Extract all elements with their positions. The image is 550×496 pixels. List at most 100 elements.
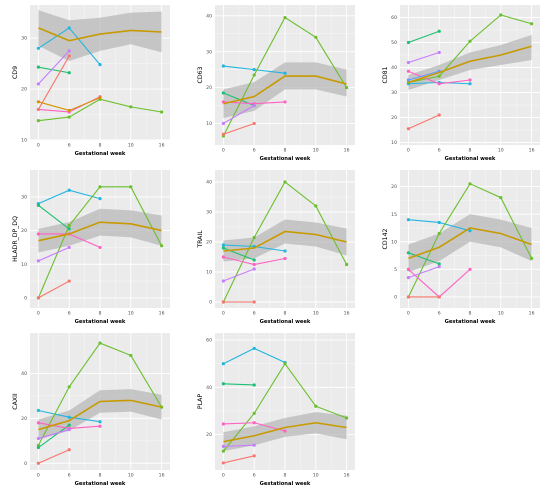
series-line [408,266,440,279]
y-axis-label: CD63 [197,66,204,83]
data-point [252,300,256,304]
x-tick-label: 10 [128,143,134,149]
y-tick-label: 60 [206,338,212,344]
trend-line [223,75,347,105]
y-tick-label: 10 [391,140,397,146]
chart-panel-trail: 0 10 20 30 40 0 6 8 10 16 TRAIL Gestational week [197,170,355,325]
data-point [221,300,225,304]
data-point [252,68,256,72]
data-point [530,22,534,26]
chart-panel-hladr-dp-dq: 0 10 20 30 0 6 8 10 16 HLADR_DP_DQ Gestational wee… [12,170,170,325]
y-axis-label: CD9 [12,66,19,79]
y-tick-label: 20 [206,432,212,438]
y-tick-label: 0 [24,296,27,302]
x-tick-label: 10 [498,311,504,317]
data-point [160,110,164,114]
y-tick-label: 10 [21,262,27,268]
data-point [499,196,503,200]
data-point [345,85,349,90]
data-point [437,262,441,266]
x-axis-label: Gestational week [445,319,496,325]
y-tick-label: 20 [21,228,27,234]
data-point [36,421,41,425]
data-point [252,121,256,126]
data-point [98,63,102,67]
y-tick-label: 30 [391,90,397,96]
chart-panel-cd9: 10 20 30 0 6 8 10 16 CD9 Gestational week [12,5,170,157]
data-point [283,429,287,433]
y-tick-label: 5 [394,267,397,273]
series-line [408,252,440,265]
data-point [221,362,225,366]
data-point [36,443,41,447]
x-tick-label: 8 [284,148,287,154]
data-point [221,461,225,465]
trend-line [223,421,347,443]
x-tick-label: 8 [99,311,102,317]
y-tick-label: 0 [394,295,397,301]
trend-line [38,221,162,242]
x-tick-label: 8 [284,473,287,479]
data-point [314,404,318,408]
x-tick-label: 10 [313,311,319,317]
y-tick-label: 60 [391,15,397,21]
data-point [283,249,287,253]
x-tick-label: 6 [253,311,256,317]
series-line [223,383,255,386]
data-point [437,113,441,117]
y-tick-label: 40 [391,65,397,71]
data-point [36,436,41,441]
data-point [345,262,349,267]
series-line [38,449,70,464]
y-tick-label: 40 [21,371,27,377]
x-tick-label: 16 [344,148,350,154]
data-point [252,235,256,240]
data-point [437,82,441,86]
data-point [252,383,256,387]
data-point [252,454,256,458]
confidence-ribbon [38,208,162,253]
series-line [223,444,255,447]
x-tick-label: 16 [529,311,535,317]
data-point [67,54,71,58]
y-tick-label: 15 [391,212,397,218]
data-point [67,448,71,452]
series-line [37,50,70,85]
data-point [98,197,102,201]
data-point [406,251,410,255]
x-tick-label: 16 [159,311,165,317]
data-point [67,227,71,231]
data-point [67,115,71,119]
data-point [160,244,164,248]
x-tick-label: 6 [438,311,441,317]
y-tick-label: 0 [24,461,27,467]
data-point [67,427,71,432]
x-tick-label: 6 [253,473,256,479]
series-line [38,280,70,299]
data-point [98,424,102,428]
trend-line [408,45,532,84]
data-point [406,218,410,222]
trend-line [408,227,532,260]
data-point [468,39,472,43]
data-point [437,220,441,225]
x-tick-label: 16 [159,473,165,479]
data-point [283,362,287,366]
y-tick-label: 0 [209,300,212,306]
x-tick-label: 6 [68,143,71,149]
series-line [223,122,255,135]
y-tick-label: 40 [206,385,212,391]
x-axis-label: Gestational week [75,151,126,157]
chart-panel-caxii: 0 20 40 0 6 8 10 16 CAXII Gestational week [12,333,170,487]
x-tick-label: 6 [438,148,441,154]
x-tick-label: 6 [68,311,71,317]
data-point [252,258,256,262]
x-tick-label: 0 [222,473,225,479]
data-point [221,243,225,247]
x-tick-label: 6 [253,148,256,154]
x-tick-label: 16 [529,148,535,154]
data-point [67,71,71,75]
data-point [221,382,225,386]
y-tick-label: 30 [206,49,212,55]
x-tick-label: 8 [469,148,472,154]
